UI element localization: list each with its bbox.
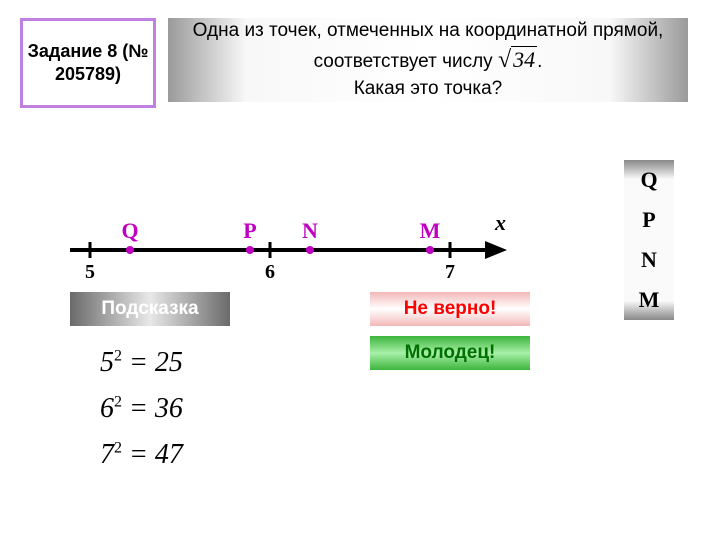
wrong-feedback: Не верно!: [370, 292, 530, 326]
hint-equation: 52 = 25: [100, 340, 183, 386]
hint-label: Подсказка: [101, 298, 198, 320]
hint-button[interactable]: Подсказка: [70, 292, 230, 326]
radicand: 34: [511, 46, 537, 72]
number-line: x 5 6 7 Q P N M: [70, 210, 510, 280]
hint-equations: 52 = 2562 = 3672 = 47: [100, 340, 183, 479]
problem-line2: Какая это точка?: [354, 78, 503, 99]
problem-line1: Одна из точек, отмеченных на координатно…: [193, 20, 664, 72]
task-box: Задание 8 (№ 205789): [20, 18, 156, 108]
svg-text:Q: Q: [121, 218, 138, 243]
correct-label: Молодец!: [405, 342, 496, 364]
svg-text:7: 7: [445, 261, 455, 283]
sqrt-expression: 34: [498, 44, 537, 76]
svg-text:N: N: [302, 218, 318, 243]
svg-text:6: 6: [265, 261, 275, 283]
hint-equation: 72 = 47: [100, 432, 183, 478]
answer-option-m[interactable]: M: [624, 280, 674, 320]
problem-text: Одна из точек, отмеченных на координатно…: [168, 18, 688, 102]
wrong-label: Не верно!: [404, 298, 497, 320]
svg-text:P: P: [243, 218, 256, 243]
hint-equation: 62 = 36: [100, 386, 183, 432]
svg-text:5: 5: [85, 261, 95, 283]
svg-text:x: x: [494, 210, 506, 235]
svg-text:M: M: [420, 218, 441, 243]
problem-statement: Одна из точек, отмеченных на координатно…: [168, 18, 688, 102]
answer-option-q[interactable]: Q: [624, 160, 674, 200]
correct-feedback: Молодец!: [370, 336, 530, 370]
answer-option-n[interactable]: N: [624, 240, 674, 280]
answer-panel: QPNM: [624, 160, 674, 320]
task-label: Задание 8 (№ 205789): [23, 40, 153, 87]
answer-option-p[interactable]: P: [624, 200, 674, 240]
